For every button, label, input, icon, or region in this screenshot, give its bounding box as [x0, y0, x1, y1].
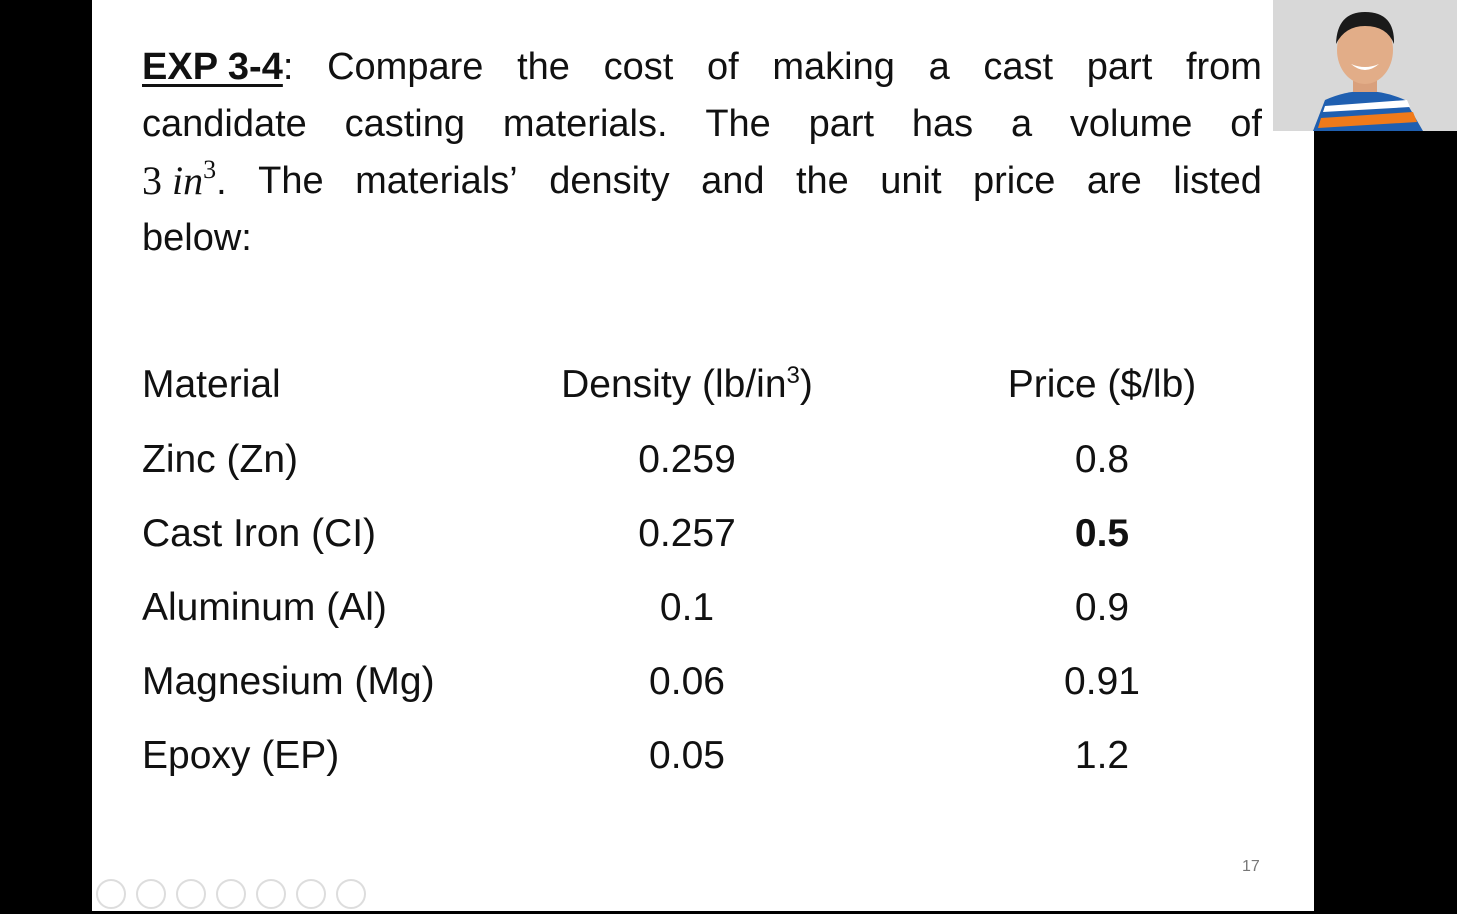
- problem-line: 3 in3. The materials’ density and the unit pric…: [142, 155, 1262, 204]
- table-cell: 1.2: [1074, 734, 1130, 777]
- math-volume: 3 in3: [142, 155, 217, 204]
- table-cell: 0.8: [1074, 438, 1130, 481]
- table-cell: Cast Iron (CI): [142, 512, 377, 555]
- header-cell: Price ($/lb): [1007, 363, 1197, 406]
- slide-toolbar[interactable]: [92, 874, 392, 914]
- math-number: 3: [142, 158, 162, 203]
- table-cell: 0.5: [1074, 512, 1130, 555]
- problem-line: below:: [142, 213, 1262, 263]
- header-cell: Material: [142, 363, 281, 406]
- problem-line: EXP 3-4: Compare the cost of making a cast part f…: [142, 46, 1262, 88]
- problem-label: EXP 3-4: [142, 46, 283, 88]
- math-exponent: 3: [203, 155, 217, 184]
- header-cell: Density (lb/in3): [512, 360, 862, 410]
- table-cell: 0.257: [638, 512, 736, 555]
- table-cell: 0.259: [638, 438, 736, 481]
- math-unit: in: [172, 158, 204, 203]
- page-number: 17: [1242, 858, 1260, 875]
- header-text: ): [799, 363, 813, 406]
- table-cell: 0.1: [659, 586, 715, 629]
- table-cell: 0.91: [1064, 660, 1140, 703]
- table-cell: Zinc (Zn): [142, 438, 298, 481]
- problem-text: below:: [142, 217, 252, 259]
- table-cell: Aluminum (Al): [142, 586, 387, 629]
- table-cell: 0.05: [649, 734, 725, 777]
- slide: EXP 3-4: Compare the cost of making a cast part f…: [92, 0, 1314, 911]
- header-text: Density (lb/in: [561, 363, 787, 406]
- table-cell: 0.06: [649, 660, 725, 703]
- problem-line: candidate casting materials. The part has a vol…: [142, 103, 1262, 145]
- webcam-overlay: [1273, 0, 1457, 131]
- header-exponent: 3: [786, 362, 800, 389]
- table-cell: Magnesium (Mg): [142, 660, 435, 703]
- table-cell: 0.9: [1074, 586, 1130, 629]
- table-cell: Epoxy (EP): [142, 734, 340, 777]
